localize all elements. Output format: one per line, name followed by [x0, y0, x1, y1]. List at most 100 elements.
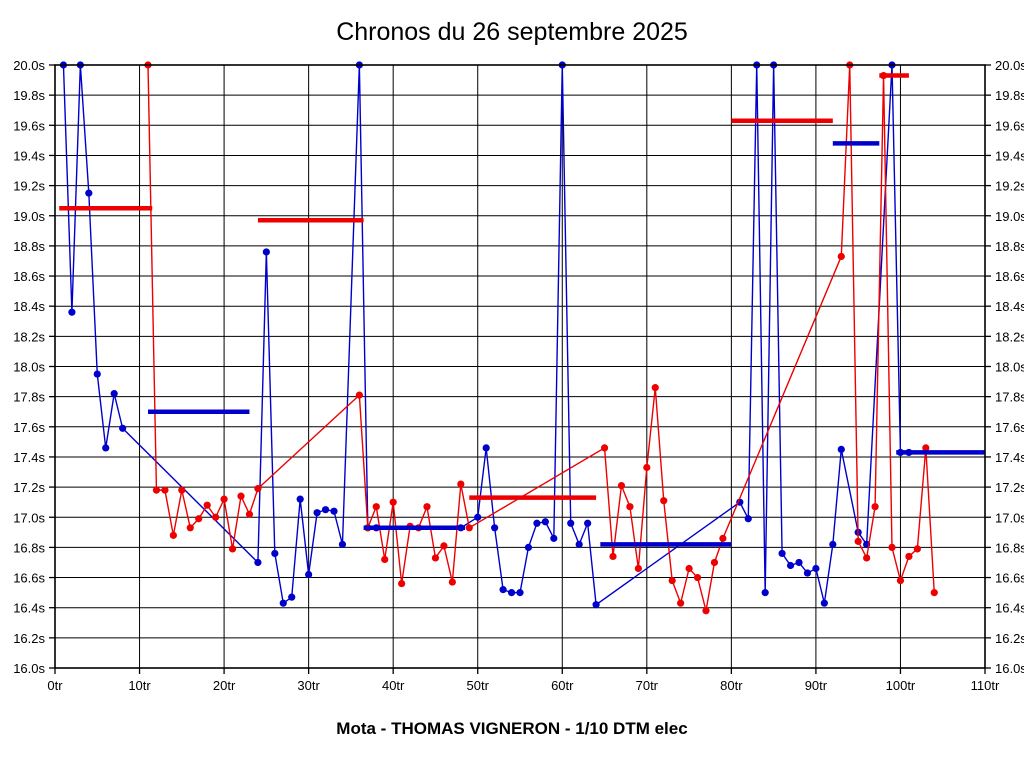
data-point	[863, 554, 871, 562]
data-point	[651, 384, 659, 392]
data-point	[592, 601, 600, 609]
y-tick-label-right: 17.0s	[995, 510, 1024, 525]
y-tick-label-left: 20.0s	[13, 58, 45, 73]
y-tick-label-left: 17.6s	[13, 420, 45, 435]
data-point	[389, 498, 397, 506]
series-red-laps	[144, 61, 938, 615]
x-tick-label: 50tr	[467, 678, 490, 693]
chart-subtitle: Mota - THOMAS VIGNERON - 1/10 DTM elec	[336, 719, 688, 738]
data-point	[744, 515, 752, 523]
y-tick-label-right: 18.4s	[995, 299, 1024, 314]
data-point	[524, 543, 533, 552]
data-point	[474, 513, 482, 521]
x-tick-label: 30tr	[297, 678, 320, 693]
data-point	[660, 497, 668, 505]
data-point	[203, 501, 211, 509]
x-tick-label: 0tr	[47, 678, 63, 693]
y-tick-label-left: 16.6s	[13, 571, 45, 586]
y-tick-label-left: 18.8s	[13, 239, 45, 254]
data-point	[220, 495, 228, 503]
y-tick-label-right: 17.6s	[995, 420, 1024, 435]
data-point	[499, 586, 507, 594]
data-point	[710, 558, 719, 567]
y-tick-label-right: 20.0s	[995, 58, 1024, 73]
data-point	[634, 564, 642, 573]
data-point	[254, 558, 262, 567]
y-tick-label-right: 16.8s	[995, 540, 1024, 555]
data-point	[584, 519, 592, 527]
x-tick-label: 80tr	[720, 678, 743, 693]
x-tick-label: 110tr	[971, 678, 1000, 693]
plot-frame	[49, 64, 991, 674]
data-point	[685, 564, 693, 573]
data-point	[161, 486, 169, 494]
y-tick-label-right: 16.0s	[995, 661, 1024, 676]
data-point	[600, 444, 609, 452]
data-point	[321, 506, 330, 514]
data-point	[812, 564, 820, 573]
data-point	[355, 391, 363, 399]
y-tick-label-right: 18.6s	[995, 269, 1024, 284]
y-tick-label-left: 17.8s	[13, 390, 45, 405]
data-point	[195, 515, 203, 523]
x-tick-label: 40tr	[382, 678, 405, 693]
data-point	[541, 518, 549, 526]
data-point	[516, 589, 524, 597]
data-point	[85, 189, 93, 197]
data-point	[381, 555, 389, 564]
data-point	[431, 554, 440, 562]
tick-labels-layer: 16.0s 16.0s 16.2s 16.2s 16.4s 16.4s 16.6s 16.6s…	[13, 58, 1024, 693]
y-tick-label-right: 16.6s	[995, 571, 1024, 586]
data-point	[761, 589, 769, 597]
data-point	[829, 540, 837, 548]
y-tick-label-left: 19.0s	[13, 209, 45, 224]
y-tick-label-right: 18.8s	[995, 239, 1024, 254]
data-point	[254, 485, 262, 493]
data-point	[643, 463, 651, 472]
data-point	[440, 542, 448, 550]
data-point	[609, 552, 617, 561]
data-point	[778, 549, 786, 558]
data-point	[922, 444, 930, 452]
x-tick-label: 70tr	[636, 678, 659, 693]
y-tick-label-left: 19.6s	[13, 118, 45, 133]
data-point	[719, 534, 727, 542]
data-point	[288, 593, 296, 601]
data-point	[786, 561, 795, 570]
data-point	[575, 540, 583, 548]
y-tick-label-right: 19.0s	[995, 209, 1024, 224]
y-tick-label-right: 19.2s	[995, 179, 1024, 194]
x-tick-label: 10tr	[128, 678, 151, 693]
average-lines-layer	[59, 73, 985, 547]
data-point	[178, 486, 186, 494]
y-tick-label-right: 19.4s	[995, 148, 1024, 163]
data-point	[905, 552, 913, 561]
data-point	[245, 510, 254, 518]
y-tick-label-right: 16.2s	[995, 631, 1024, 646]
data-point	[372, 503, 380, 511]
y-tick-label-left: 16.8s	[13, 540, 45, 555]
data-point	[491, 524, 499, 532]
y-tick-label-right: 17.4s	[995, 450, 1024, 465]
y-tick-label-right: 16.4s	[995, 601, 1024, 616]
data-point	[702, 607, 710, 615]
data-point	[507, 589, 516, 597]
data-point	[533, 519, 541, 527]
data-point	[271, 549, 279, 558]
y-tick-label-right: 17.8s	[995, 390, 1024, 405]
data-point	[68, 308, 76, 316]
data-point	[550, 534, 558, 542]
x-tick-label: 90tr	[805, 678, 828, 693]
data-point	[119, 424, 127, 432]
y-tick-label-left: 17.0s	[13, 510, 45, 525]
y-tick-label-right: 18.2s	[995, 329, 1024, 344]
data-point	[398, 579, 406, 588]
data-point	[313, 509, 321, 517]
data-point	[338, 540, 347, 548]
x-tick-label: 60tr	[551, 678, 574, 693]
y-tick-label-left: 16.4s	[13, 601, 45, 616]
data-point	[93, 370, 101, 378]
y-tick-label-right: 18.0s	[995, 360, 1024, 375]
